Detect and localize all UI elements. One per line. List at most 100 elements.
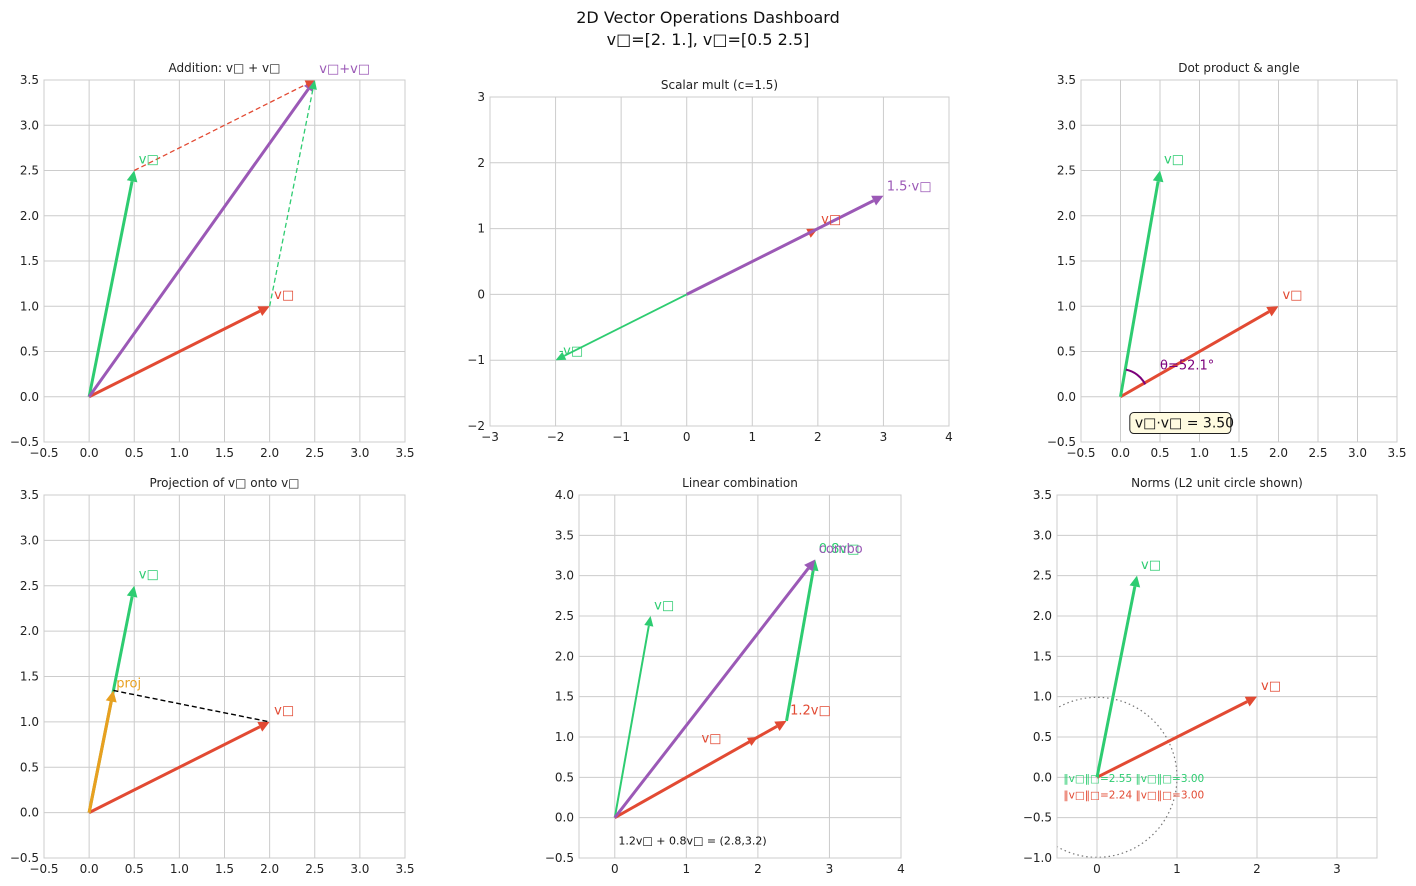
y-tick-label: 2.5	[20, 164, 39, 178]
vector-label: v□	[139, 152, 159, 167]
plot-area	[1057, 575, 1257, 858]
combination-note: 1.2v□ + 0.8v□ = (2.8,3.2)	[618, 834, 766, 847]
vector-line	[1119, 181, 1160, 398]
x-tick-label: −2	[547, 430, 565, 444]
vector-line	[87, 180, 134, 398]
chart-5: 0 1 2 3 4 −0.5 0.0 0.5 1.0 1.5 2.0 2.5 3.0 3.5 4.0 Line…	[545, 476, 905, 876]
axes-frame	[1056, 494, 1378, 859]
angle-arc	[1125, 368, 1147, 385]
vector-arrowhead	[1266, 306, 1279, 317]
vector-label: v□	[821, 212, 841, 227]
x-tick-label: 1.5	[1229, 446, 1248, 460]
vector	[1119, 170, 1164, 398]
chart-title: Scalar mult (c=1.5)	[661, 78, 778, 92]
figure-title: 2D Vector Operations Dashboard	[576, 8, 840, 27]
vector-arrowhead	[804, 559, 816, 572]
x-tick-label: 1.0	[170, 446, 189, 460]
y-tick-label: 3.0	[20, 118, 39, 132]
x-tick-label: 0.5	[125, 446, 144, 460]
unit-circle	[1057, 696, 1178, 858]
vector-label: v□	[1282, 288, 1302, 303]
vector	[113, 689, 270, 723]
vector-label: 1.2v□	[790, 703, 831, 718]
x-tick-label: 3.5	[1387, 446, 1406, 460]
y-tick-label: 2.0	[1033, 609, 1052, 623]
y-tick-label: 0.0	[20, 806, 39, 820]
y-tick-label: 0.5	[20, 345, 39, 359]
vector	[133, 80, 315, 172]
y-tick-label: −0.5	[545, 851, 574, 865]
vector-label: v□	[1164, 152, 1184, 167]
vector-line	[87, 88, 310, 398]
vector	[87, 80, 315, 398]
y-tick-label: 1.0	[1033, 690, 1052, 704]
vector-line	[113, 689, 270, 723]
vector	[268, 80, 317, 307]
chart-title: Projection of v□ onto v□	[149, 476, 299, 490]
x-tick-label: 1.5	[215, 862, 234, 876]
y-tick-label: 3.5	[20, 73, 39, 87]
vector-label: combo	[819, 542, 863, 557]
vector-arrowhead	[126, 585, 138, 598]
vector	[555, 293, 688, 361]
x-tick-label: 1	[683, 862, 691, 876]
vector-label: v□	[654, 599, 674, 614]
vector-label: v□	[701, 732, 721, 747]
y-tick-label: 3	[477, 90, 485, 104]
y-tick-label: −0.5	[1023, 811, 1052, 825]
vector	[613, 616, 654, 818]
x-tick-label: 3	[826, 862, 834, 876]
axes-frame	[489, 96, 950, 427]
vector-arrowhead	[1129, 575, 1141, 588]
vector-line	[1095, 586, 1137, 778]
vector-line	[88, 309, 261, 399]
vector-label: v□	[274, 288, 294, 303]
y-tick-label: 0.0	[1033, 770, 1052, 784]
chart-title: Dot product & angle	[1178, 61, 1300, 75]
x-tick-label: 1.5	[215, 446, 234, 460]
chart-1: −0.5 0.0 0.5 1.0 1.5 2.0 2.5 3.0 3.5 −0.5 0.0 0.5 1.…	[10, 61, 415, 460]
x-tick-label: 0.5	[125, 862, 144, 876]
figure-subtitle: v□=[2. 1.], v□=[0.5 2.5]	[606, 30, 810, 49]
vector-arrowhead	[257, 306, 270, 317]
x-tick-label: 2.5	[305, 862, 324, 876]
y-tick-label: 0.5	[20, 760, 39, 774]
vector	[1096, 696, 1257, 779]
vector-line	[614, 724, 778, 819]
x-tick-label: 2	[754, 862, 762, 876]
vector-label: v□	[139, 567, 159, 582]
y-tick-label: 3.5	[1033, 488, 1052, 502]
x-tick-label: 0	[1093, 862, 1101, 876]
norm-label: ‖v□‖□=2.24 ‖v□‖□=3.00	[1063, 789, 1204, 801]
vector-label: 1.5·v□	[887, 179, 932, 194]
chart-3: −0.5 0.0 0.5 1.0 1.5 2.0 2.5 3.0 3.5 −0.5 0.0 0.5 1.…	[1047, 61, 1407, 460]
y-tick-label: 3.0	[20, 533, 39, 547]
vector-arrowhead	[871, 195, 884, 206]
y-tick-label: 1.5	[1033, 649, 1052, 663]
vector-label: v□	[1261, 679, 1281, 694]
x-tick-label: 4	[897, 862, 905, 876]
chart-title: Norms (L2 unit circle shown)	[1131, 476, 1303, 490]
vector	[613, 559, 816, 819]
vector	[88, 306, 270, 399]
y-tick-label: 1.0	[20, 299, 39, 313]
y-tick-label: 2.5	[1033, 569, 1052, 583]
y-tick-label: 3.0	[555, 569, 574, 583]
vector-arrowhead	[1244, 696, 1257, 707]
y-tick-label: −1.0	[1023, 851, 1052, 865]
dot-product-label: v□·v□ = 3.50	[1135, 416, 1234, 432]
plot-area	[613, 559, 819, 819]
y-tick-label: 1.5	[1057, 254, 1076, 268]
y-tick-label: 2.0	[20, 209, 39, 223]
x-tick-label: 3.0	[1348, 446, 1367, 460]
vector-label: proj	[116, 676, 141, 691]
y-tick-label: 1.5	[555, 690, 574, 704]
x-tick-label: 2.0	[260, 446, 279, 460]
y-tick-label: −1	[467, 353, 485, 367]
vector-arrowhead	[304, 80, 315, 88]
vector-line	[268, 88, 314, 307]
y-tick-label: 3.5	[555, 528, 574, 542]
vector-label: -v□	[559, 344, 583, 359]
